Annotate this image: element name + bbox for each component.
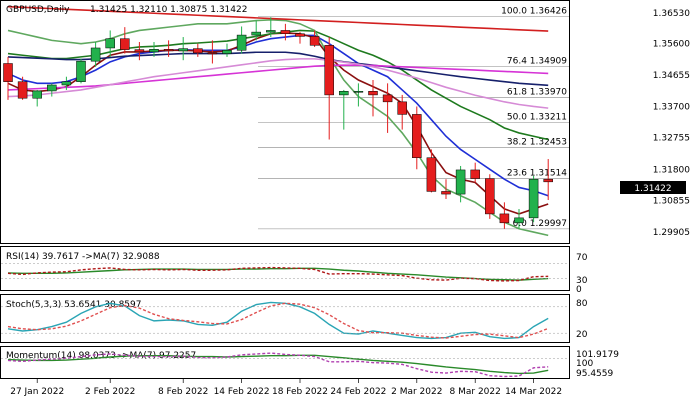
momentum-pane-frame (0, 346, 570, 379)
candle-body (222, 50, 232, 54)
momentum-level-high: 101.9179 (576, 350, 619, 360)
candle-body (353, 91, 364, 93)
price-tick-label: 1.32755 (653, 134, 690, 144)
candle-body (61, 81, 72, 86)
price-tick-label: 1.30855 (653, 197, 690, 207)
candle-body (543, 178, 553, 183)
ma-line-blue (7, 34, 549, 197)
candle-body (499, 213, 510, 224)
current-price-marker (620, 181, 686, 194)
momentum-title: Momentum(14) 98.0373 ->MA(7) 97.2257 (6, 351, 196, 361)
candle-body (382, 94, 393, 103)
ohlc-label: 1.31425 1.32110 1.30875 1.31422 (90, 5, 247, 15)
price-tick-label: 1.35600 (653, 40, 690, 50)
price-tick-label: 1.36530 (653, 9, 690, 19)
time-tick-label: 14 Mar 2022 (505, 387, 562, 397)
stoch-d-line (7, 302, 549, 339)
rsi-ma-line (7, 267, 549, 281)
ma-line-violet (7, 58, 549, 109)
time-tick-label: 8 Mar 2022 (450, 387, 501, 397)
symbol-label: GBPUSD,Daily (6, 5, 70, 15)
candle-body (339, 91, 349, 96)
candlesticks (3, 17, 553, 229)
candle-body (397, 101, 407, 115)
candle-body (514, 217, 524, 224)
price-tick-label: 1.29905 (653, 228, 690, 238)
candle-body (412, 114, 422, 158)
candle-body (309, 36, 320, 46)
time-tick-label: 8 Feb 2022 (158, 387, 208, 397)
fib-label-4: 38.2 1.32453 (507, 138, 567, 148)
fib-label-2: 61.8 1.33970 (507, 88, 567, 98)
price-axis: 1.36530 1.35600 1.34655 1.33700 1.32755 1.318… (653, 9, 690, 238)
candle-body (441, 191, 451, 195)
candle-body (324, 45, 334, 96)
rsi-level-70: 70 (576, 253, 588, 263)
ma-line-magenta (7, 64, 549, 91)
candle-body (485, 178, 495, 215)
candle-body (528, 178, 539, 219)
candle-body (295, 33, 305, 37)
current-price-label: 1.31422 (634, 184, 671, 194)
candle-body (90, 47, 101, 62)
time-tick-label: 27 Jan 2022 (10, 387, 64, 397)
ma-line-red (7, 5, 549, 32)
stoch-k-line (7, 301, 549, 340)
stoch-level-80: 80 (576, 299, 588, 309)
ma-line-lightgreen (7, 19, 549, 237)
candle-body (207, 52, 218, 55)
price-pane-frame (0, 0, 570, 244)
rsi-level-30: 30 (576, 276, 588, 286)
candle-body (178, 48, 188, 52)
time-tick-label: 24 Feb 2022 (330, 387, 386, 397)
candle-body (251, 31, 261, 36)
rsi-level-0: 0 (576, 285, 582, 295)
fib-label-1: 76.4 1.34909 (507, 57, 567, 67)
candle-body (120, 38, 130, 50)
price-tick-label: 1.31800 (653, 165, 690, 175)
candle-body (266, 30, 276, 33)
candle-body (455, 169, 466, 195)
candle-body (163, 49, 174, 52)
fib-label-5: 23.6 1.31514 (507, 169, 567, 179)
stoch-pane-frame (0, 294, 570, 343)
candle-body (105, 38, 115, 49)
price-tick-label: 1.34655 (653, 71, 690, 81)
stoch-level-20: 20 (576, 330, 588, 340)
candle-body (134, 49, 145, 53)
candle-body (236, 34, 247, 51)
time-axis: 27 Jan 2022 2 Feb 2022 8 Feb 2022 14 Feb 20… (10, 379, 562, 397)
candle-body (149, 49, 159, 53)
stoch-lines (1, 301, 569, 340)
candle-body (426, 157, 437, 192)
candle-body (32, 90, 42, 99)
fib-label-6: 0.0 1.29997 (513, 219, 567, 229)
candle-body (193, 48, 203, 54)
candle-body (3, 63, 13, 82)
rsi-pane-frame (0, 246, 570, 291)
time-tick-label: 18 Feb 2022 (272, 387, 328, 397)
candle-body (470, 169, 480, 179)
candle-body (368, 91, 378, 96)
candle-body (17, 81, 28, 99)
candle-body (280, 30, 291, 35)
fib-label-0: 100.0 1.36426 (501, 6, 567, 16)
time-tick-label: 14 Feb 2022 (214, 387, 270, 397)
price-tick-label: 1.33700 (653, 102, 690, 112)
stoch-title: Stoch(5,3,3) 53.6541 30.8597 (6, 300, 141, 310)
rsi-lines (1, 263, 569, 282)
fib-label-3: 50.0 1.33211 (507, 113, 567, 123)
momentum-line (7, 352, 549, 378)
time-tick-label: 2 Feb 2022 (85, 387, 135, 397)
candle-body (76, 60, 86, 82)
time-tick-label: 2 Mar 2022 (391, 387, 442, 397)
momentum-lines (1, 352, 569, 378)
momentum-level-low: 95.4559 (576, 369, 613, 379)
momentum-level-100: 100 (576, 359, 593, 369)
candle-body (47, 84, 57, 92)
rsi-title: RSI(14) 39.7617 ->MA(7) 32.9088 (6, 252, 160, 262)
